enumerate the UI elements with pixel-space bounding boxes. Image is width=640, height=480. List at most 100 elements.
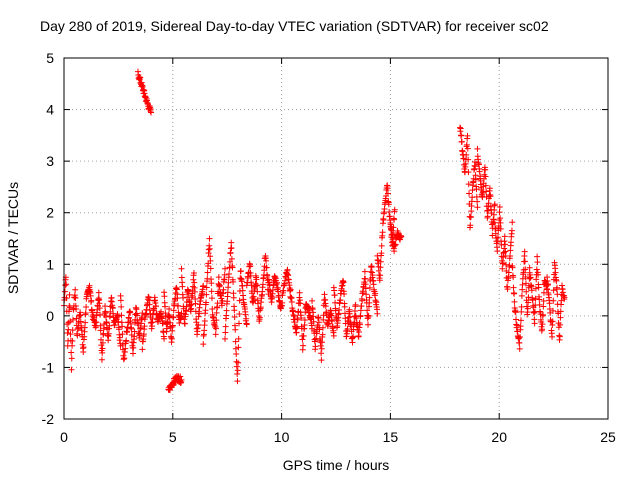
data-point [384, 190, 391, 197]
data-point [372, 290, 379, 297]
data-point [465, 169, 472, 176]
data-point [466, 190, 473, 197]
data-point [220, 286, 227, 293]
data-point [188, 301, 195, 308]
data-point [379, 229, 386, 236]
data-point [330, 332, 337, 339]
data-point [230, 278, 237, 285]
data-point [508, 227, 515, 234]
data-point [511, 298, 518, 305]
data-point [491, 219, 498, 226]
data-point [489, 232, 496, 239]
data-point [316, 326, 323, 333]
data-point [528, 287, 535, 294]
data-point [341, 291, 348, 298]
data-point [318, 357, 325, 364]
data-point [69, 327, 76, 334]
data-point [360, 289, 367, 296]
data-point [512, 309, 519, 316]
data-point [77, 312, 84, 319]
data-point [146, 301, 153, 308]
data-point [357, 312, 364, 319]
data-point [196, 310, 203, 317]
plot-frame [63, 57, 609, 420]
data-point [200, 282, 207, 289]
data-point [103, 319, 110, 326]
data-point [482, 173, 489, 180]
data-point [312, 343, 319, 350]
data-point [99, 345, 106, 352]
data-point [97, 327, 104, 334]
data-point [216, 282, 223, 289]
data-point [325, 320, 332, 327]
data-point [209, 306, 216, 313]
data-point [345, 314, 352, 321]
data-point [190, 269, 197, 276]
y-tick-label: 0 [46, 308, 54, 324]
data-point [497, 219, 504, 226]
data-point [64, 321, 71, 328]
data-point [536, 301, 543, 308]
data-point [558, 297, 565, 304]
data-point [496, 209, 503, 216]
data-point [319, 339, 326, 346]
data-point [134, 312, 141, 319]
data-point [193, 325, 200, 332]
data-point [380, 216, 387, 223]
data-point [162, 303, 169, 310]
data-point [207, 257, 214, 264]
data-point [189, 292, 196, 299]
data-point [166, 305, 173, 312]
data-point [242, 311, 249, 318]
data-point [174, 295, 181, 302]
data-point [376, 277, 383, 284]
data-point [517, 323, 524, 330]
data-point [68, 366, 75, 373]
data-point [464, 145, 471, 152]
data-point [99, 339, 106, 346]
data-point [539, 321, 546, 328]
data-point [531, 309, 538, 316]
data-point [208, 288, 215, 295]
data-point [536, 296, 543, 303]
data-point [161, 335, 168, 342]
data-point [273, 279, 280, 286]
y-tick-label: -2 [42, 411, 55, 427]
data-point [352, 301, 359, 308]
data-point [105, 330, 112, 337]
data-point [486, 185, 493, 192]
data-point [130, 350, 137, 357]
data-point [321, 291, 328, 298]
data-point [483, 188, 490, 195]
data-point [476, 168, 483, 175]
data-point [358, 303, 365, 310]
data-point [510, 284, 517, 291]
data-point [549, 318, 556, 325]
data-point [324, 323, 331, 330]
data-point [287, 293, 294, 300]
data-points [61, 68, 568, 394]
data-point [535, 271, 542, 278]
data-point [170, 381, 177, 388]
data-point [474, 204, 481, 211]
data-point [505, 269, 512, 276]
data-point [222, 329, 229, 336]
data-point [534, 253, 541, 260]
y-tick-label: -1 [42, 359, 55, 375]
data-point [310, 313, 317, 320]
data-point [526, 275, 533, 282]
data-point [161, 293, 168, 300]
data-point [294, 316, 301, 323]
data-point [66, 304, 73, 311]
data-point [344, 325, 351, 332]
data-point [102, 313, 109, 320]
data-point [331, 292, 338, 299]
data-point [96, 305, 103, 312]
y-tick-label: 5 [46, 50, 54, 66]
data-point [535, 284, 542, 291]
data-point [139, 346, 146, 353]
data-point [499, 265, 506, 272]
data-point [253, 276, 260, 283]
data-point [377, 258, 384, 265]
data-point [511, 290, 518, 297]
